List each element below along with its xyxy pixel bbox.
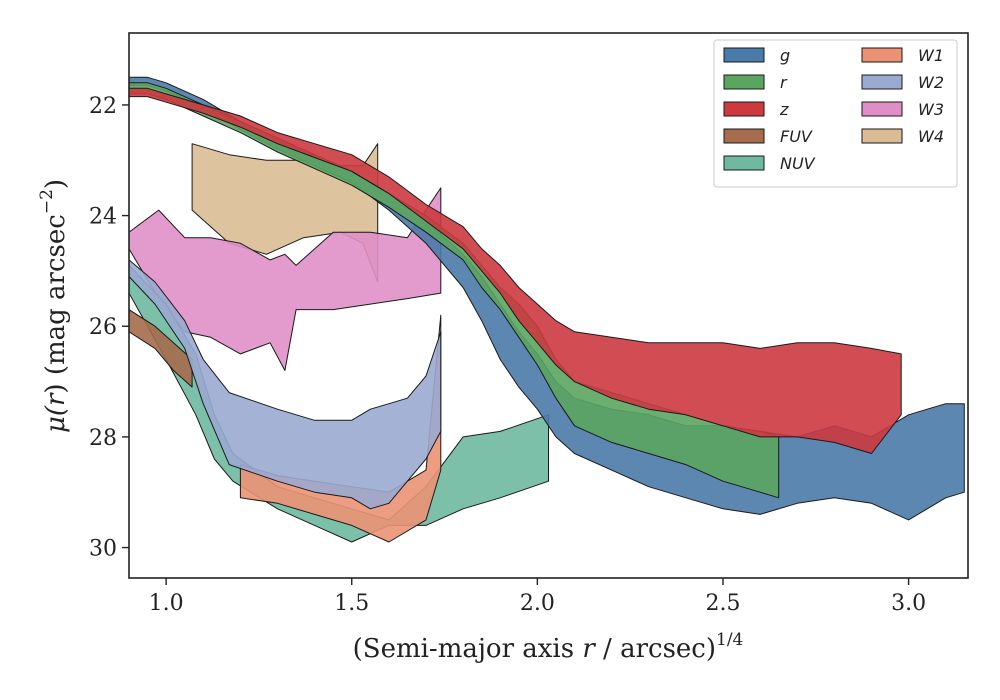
legend-swatch-g	[723, 47, 765, 63]
band-fuv	[129, 309, 193, 388]
plot-frame	[128, 32, 969, 579]
x-tick-label: 2.5	[705, 591, 740, 616]
y-axis-label: μ(r) (mag arcsec−2)	[37, 179, 71, 433]
x-axis-ticks: 1.0 1.5 2.0 2.5 3.0	[149, 578, 926, 616]
band-w2	[129, 259, 442, 510]
band-z	[129, 87, 902, 454]
legend-swatch-nuv	[723, 155, 765, 171]
legend-label-w4: W4	[918, 127, 944, 146]
legend: grz FUV NUV W1 W2 W3 W4	[713, 39, 958, 188]
x-tick-label: 1.0	[149, 591, 184, 616]
legend-label-fuv: FUV	[780, 127, 813, 146]
legend-swatch-z	[723, 101, 765, 117]
legend-label-nuv: NUV	[780, 154, 816, 173]
legend-label-g: g	[780, 46, 790, 65]
y-axis-ticks: 22 24 26 28 30	[89, 94, 129, 562]
band-areas	[129, 76, 965, 543]
legend-label-r: r	[780, 73, 788, 92]
y-tick-label: 26	[89, 315, 117, 340]
legend-swatch-w4	[861, 128, 903, 144]
band-w3	[129, 187, 442, 371]
legend-label-z: z	[779, 100, 789, 119]
x-tick-label: 1.5	[334, 591, 369, 616]
legend-label-w3: W3	[918, 100, 944, 119]
y-tick-label: 22	[89, 94, 117, 119]
legend-swatch-w1	[861, 47, 903, 63]
x-tick-label: 2.0	[520, 591, 555, 616]
legend-swatch-r	[723, 74, 765, 90]
legend-swatch-w3	[861, 101, 903, 117]
x-tick-label: 3.0	[891, 591, 926, 616]
y-tick-label: 28	[89, 426, 117, 451]
legend-swatch-w2	[861, 74, 903, 90]
x-axis-label: (Semi-major axis r / arcsec)1/4	[353, 630, 744, 664]
legend-label-w2: W2	[918, 73, 944, 92]
legend-swatch-fuv	[723, 128, 765, 144]
y-tick-label: 30	[89, 537, 117, 562]
y-tick-label: 24	[89, 205, 117, 230]
legend-label-w1: W1	[918, 46, 944, 65]
